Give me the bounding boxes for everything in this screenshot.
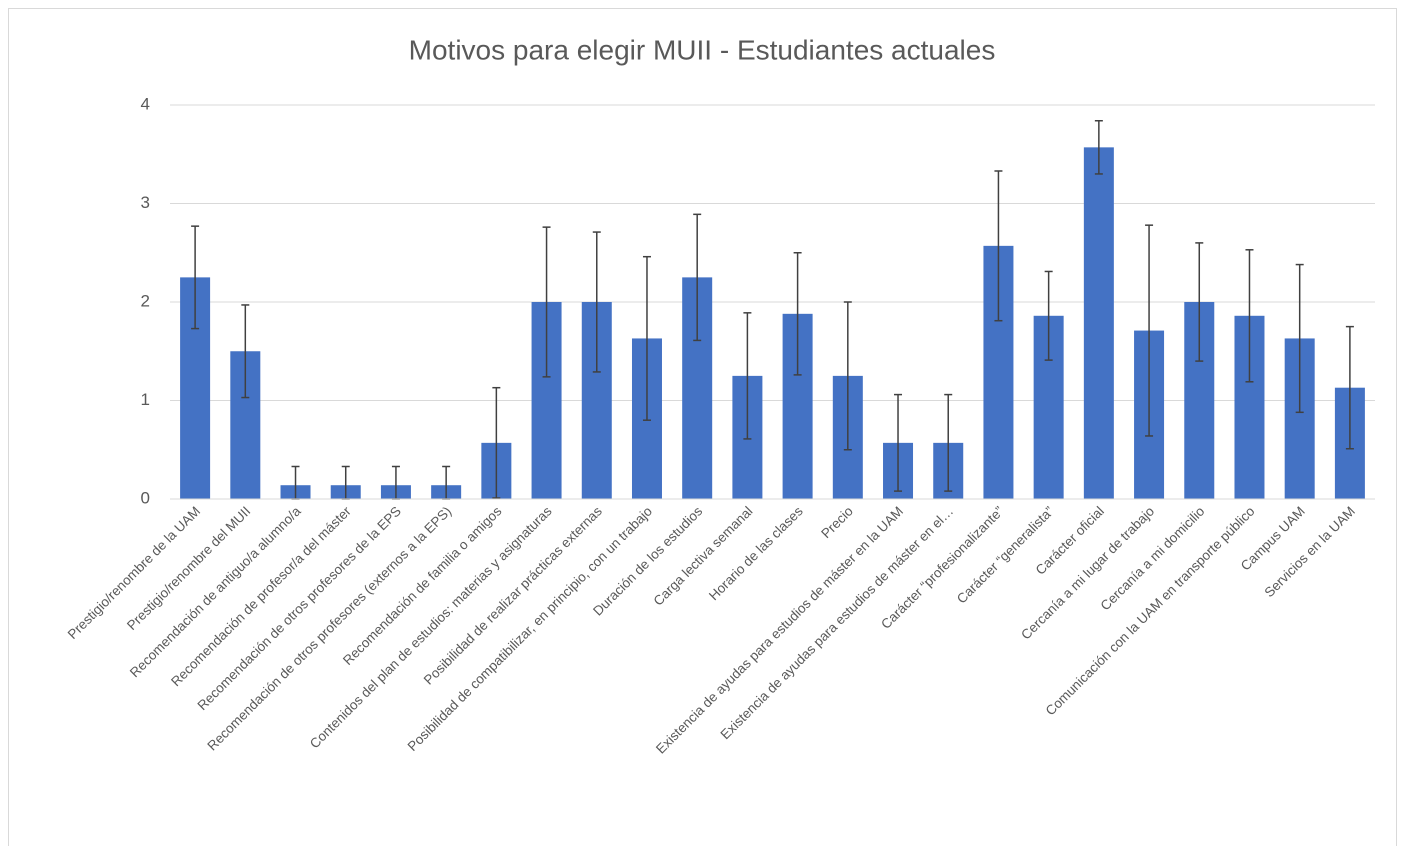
error-bar (492, 386, 501, 499)
y-tick-label: 1 (141, 390, 150, 409)
error-bar (642, 255, 651, 421)
error-bar (1145, 224, 1154, 437)
error-bar (1195, 242, 1204, 362)
error-bar (1245, 249, 1254, 383)
error-bar (191, 225, 200, 330)
error-bar (1345, 325, 1354, 450)
error-bar (843, 301, 852, 451)
y-tick-label: 0 (141, 488, 150, 507)
bar (1083, 147, 1114, 500)
y-tick-label: 2 (141, 291, 150, 310)
error-bar (793, 252, 802, 376)
error-bar (1044, 270, 1053, 361)
error-bar (894, 393, 903, 492)
error-bar (1295, 263, 1304, 414)
error-bar (1094, 120, 1103, 175)
error-bar (592, 231, 601, 373)
error-bar (542, 226, 551, 378)
chart-title: Motivos para elegir MUII - Estudiantes a… (409, 34, 996, 65)
y-tick-label: 4 (141, 94, 150, 113)
error-bar (241, 304, 250, 399)
error-bar (743, 312, 752, 440)
error-bar (944, 393, 953, 492)
y-tick-label: 3 (141, 193, 150, 212)
error-bar (994, 170, 1003, 322)
error-bar (693, 213, 702, 342)
